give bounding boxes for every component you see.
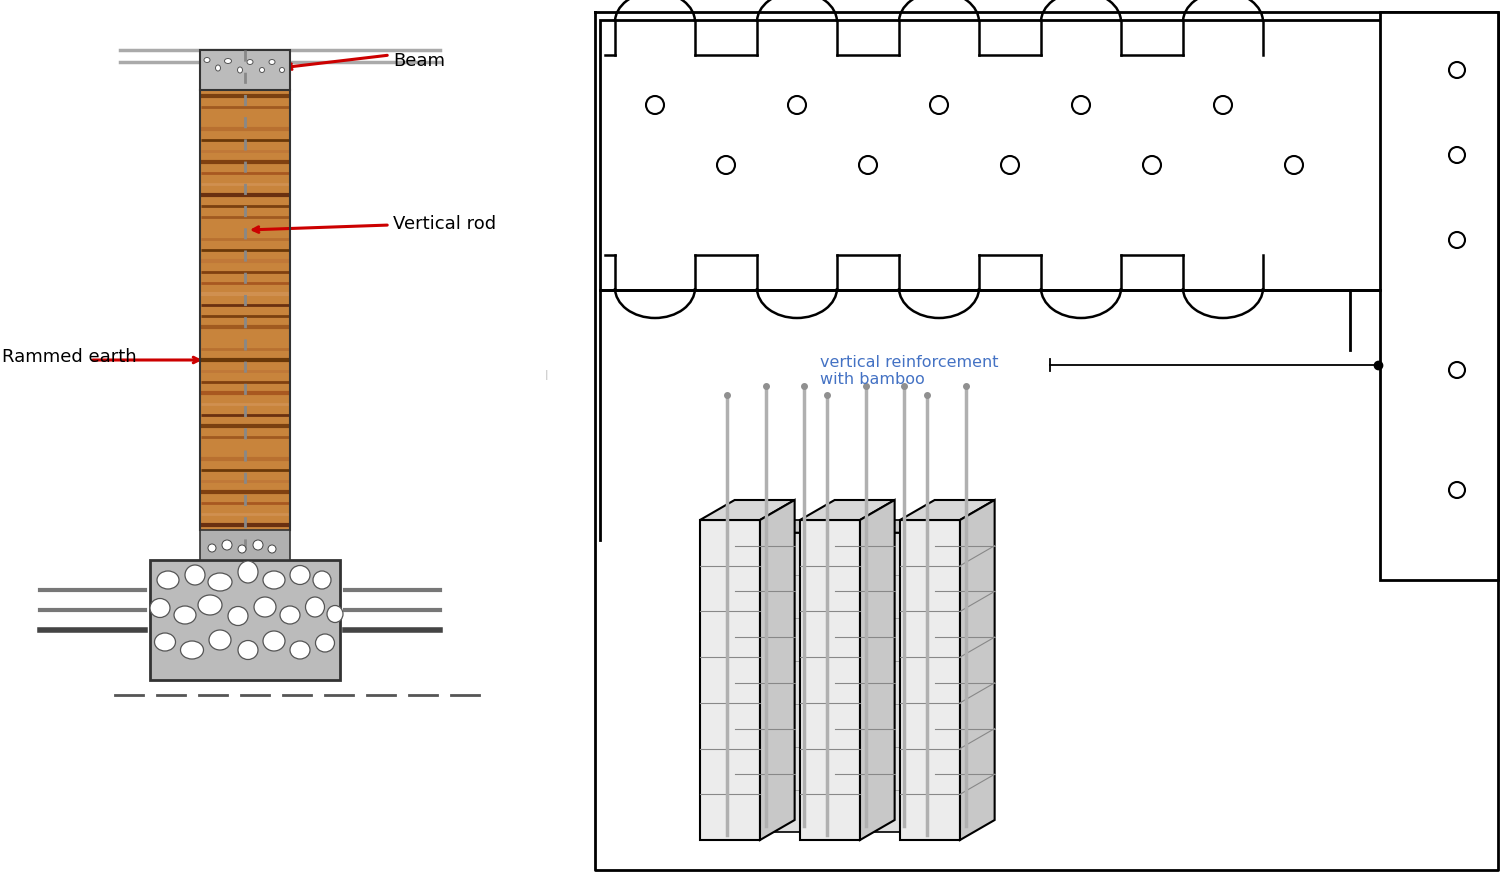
- Polygon shape: [900, 520, 961, 840]
- Circle shape: [238, 545, 246, 553]
- Circle shape: [1001, 156, 1019, 174]
- Polygon shape: [201, 90, 290, 530]
- Circle shape: [789, 96, 805, 114]
- Polygon shape: [860, 500, 894, 840]
- Circle shape: [253, 540, 262, 550]
- Circle shape: [1072, 96, 1090, 114]
- Polygon shape: [900, 500, 995, 520]
- Circle shape: [716, 156, 734, 174]
- Polygon shape: [700, 500, 795, 520]
- Circle shape: [1449, 62, 1464, 78]
- Ellipse shape: [315, 634, 335, 652]
- Polygon shape: [201, 530, 290, 560]
- Ellipse shape: [247, 59, 253, 65]
- Circle shape: [222, 540, 232, 550]
- Ellipse shape: [237, 67, 243, 73]
- Ellipse shape: [314, 571, 330, 589]
- Ellipse shape: [268, 59, 274, 65]
- Text: vertical reinforcement
with bamboo: vertical reinforcement with bamboo: [820, 355, 998, 387]
- Polygon shape: [700, 520, 760, 840]
- Ellipse shape: [253, 597, 276, 617]
- Ellipse shape: [210, 630, 231, 650]
- Polygon shape: [912, 520, 935, 832]
- Circle shape: [1285, 156, 1303, 174]
- Ellipse shape: [216, 65, 220, 71]
- Ellipse shape: [204, 57, 210, 63]
- Ellipse shape: [290, 641, 311, 659]
- Polygon shape: [801, 520, 860, 840]
- Ellipse shape: [262, 571, 285, 589]
- Circle shape: [1449, 147, 1464, 163]
- Text: l: l: [544, 370, 549, 383]
- Polygon shape: [774, 532, 813, 832]
- Ellipse shape: [157, 571, 179, 589]
- Ellipse shape: [228, 607, 247, 625]
- Polygon shape: [760, 500, 795, 840]
- Polygon shape: [961, 500, 995, 840]
- Ellipse shape: [238, 641, 258, 659]
- Ellipse shape: [306, 597, 324, 617]
- Ellipse shape: [327, 606, 342, 623]
- Circle shape: [860, 156, 878, 174]
- Polygon shape: [801, 500, 894, 520]
- Polygon shape: [149, 560, 339, 680]
- Ellipse shape: [290, 565, 311, 584]
- Ellipse shape: [208, 573, 232, 591]
- Text: Beam: Beam: [394, 52, 445, 70]
- Ellipse shape: [279, 67, 285, 73]
- Polygon shape: [600, 20, 1390, 290]
- Polygon shape: [873, 532, 912, 832]
- Ellipse shape: [198, 595, 222, 615]
- Ellipse shape: [149, 599, 170, 617]
- Ellipse shape: [154, 633, 175, 651]
- Circle shape: [930, 96, 949, 114]
- Ellipse shape: [173, 606, 196, 624]
- Text: Rammed earth: Rammed earth: [2, 348, 137, 366]
- Ellipse shape: [225, 58, 232, 64]
- Polygon shape: [201, 50, 290, 90]
- Circle shape: [1449, 232, 1464, 248]
- Ellipse shape: [280, 606, 300, 624]
- Ellipse shape: [185, 565, 205, 585]
- Ellipse shape: [238, 561, 258, 583]
- Circle shape: [1449, 362, 1464, 378]
- Circle shape: [1143, 156, 1161, 174]
- Polygon shape: [873, 520, 935, 532]
- Ellipse shape: [262, 631, 285, 651]
- Circle shape: [1214, 96, 1232, 114]
- Circle shape: [645, 96, 664, 114]
- Circle shape: [1449, 482, 1464, 498]
- Polygon shape: [774, 520, 834, 532]
- Ellipse shape: [181, 641, 204, 659]
- Circle shape: [268, 545, 276, 553]
- Ellipse shape: [259, 67, 264, 73]
- Text: Vertical rod: Vertical rod: [394, 215, 496, 233]
- Circle shape: [208, 544, 216, 552]
- Polygon shape: [813, 520, 834, 832]
- Polygon shape: [1380, 12, 1497, 580]
